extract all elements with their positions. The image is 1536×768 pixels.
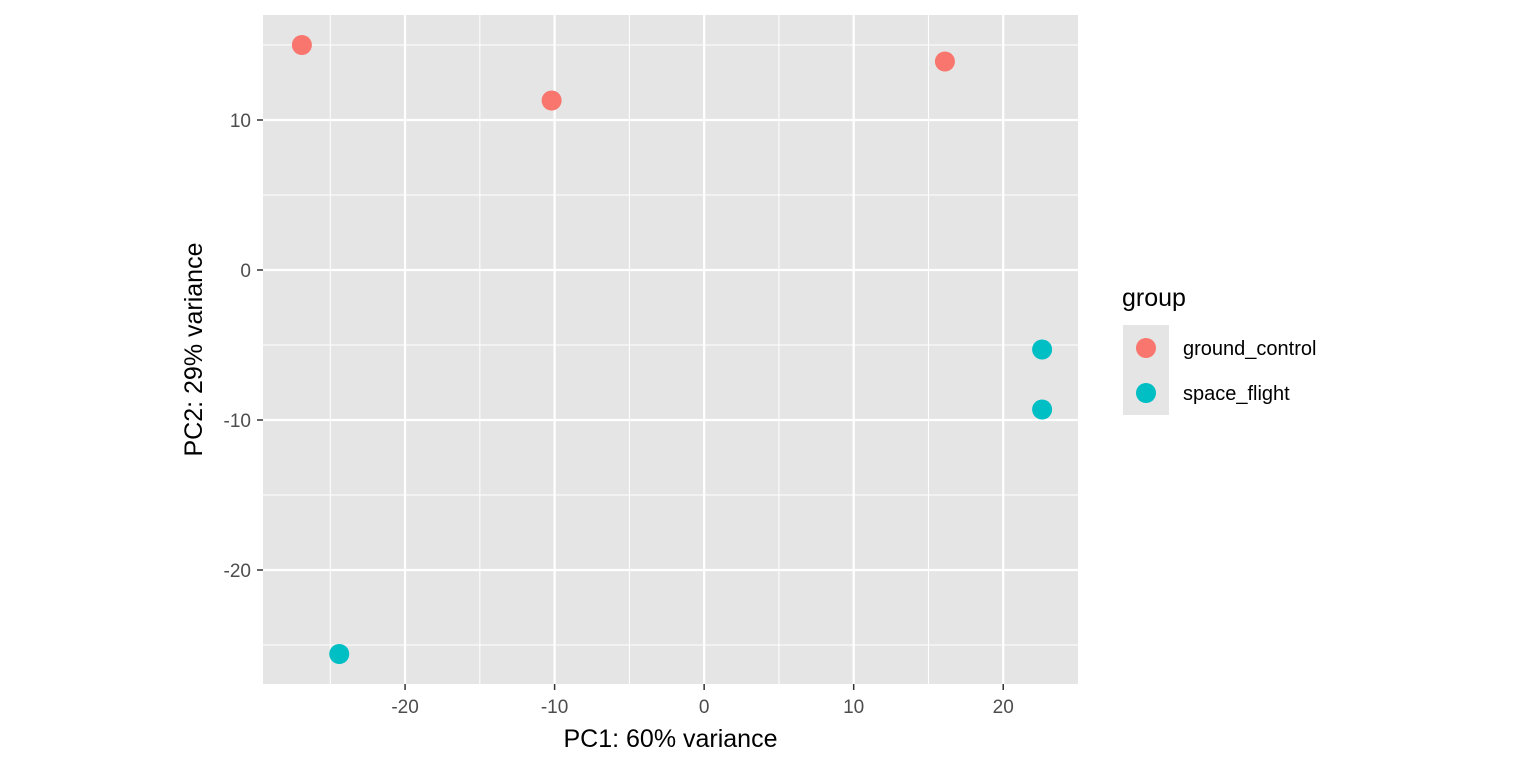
major-gridlines bbox=[263, 15, 1078, 684]
legend-title: group bbox=[1122, 284, 1186, 312]
x-axis: -20 -10 0 10 20 bbox=[391, 684, 1014, 718]
legend: group ground_control space_flight bbox=[1122, 284, 1316, 415]
x-tick-label: 10 bbox=[843, 697, 864, 718]
y-axis: -20 -10 0 10 bbox=[224, 111, 263, 582]
y-tick-label: 0 bbox=[240, 261, 251, 282]
legend-key-space-flight bbox=[1136, 383, 1156, 403]
legend-label-ground-control: ground_control bbox=[1183, 338, 1316, 360]
data-points bbox=[291, 35, 1053, 664]
x-tick-label: -10 bbox=[541, 697, 568, 718]
x-tick-label: 20 bbox=[993, 697, 1014, 718]
y-tick-label: -10 bbox=[224, 411, 251, 432]
data-point-space-flight bbox=[1032, 339, 1053, 360]
legend-label-space-flight: space_flight bbox=[1183, 383, 1290, 405]
y-axis-title: PC2: 29% variance bbox=[180, 242, 208, 456]
minor-gridlines bbox=[263, 15, 1078, 684]
x-tick-label: 0 bbox=[699, 697, 710, 718]
legend-key-ground-control bbox=[1136, 338, 1156, 358]
data-point-ground-control bbox=[934, 51, 955, 72]
y-tick-label: -20 bbox=[224, 561, 251, 582]
data-point-space-flight bbox=[329, 644, 350, 664]
data-point-ground-control bbox=[291, 35, 312, 55]
x-axis-title: PC1: 60% variance bbox=[563, 725, 777, 753]
y-tick-label: 10 bbox=[230, 111, 251, 132]
x-tick-label: -20 bbox=[391, 697, 418, 718]
data-point-space-flight bbox=[1032, 399, 1053, 420]
plot-panel bbox=[263, 15, 1078, 684]
data-point-ground-control bbox=[541, 90, 562, 111]
